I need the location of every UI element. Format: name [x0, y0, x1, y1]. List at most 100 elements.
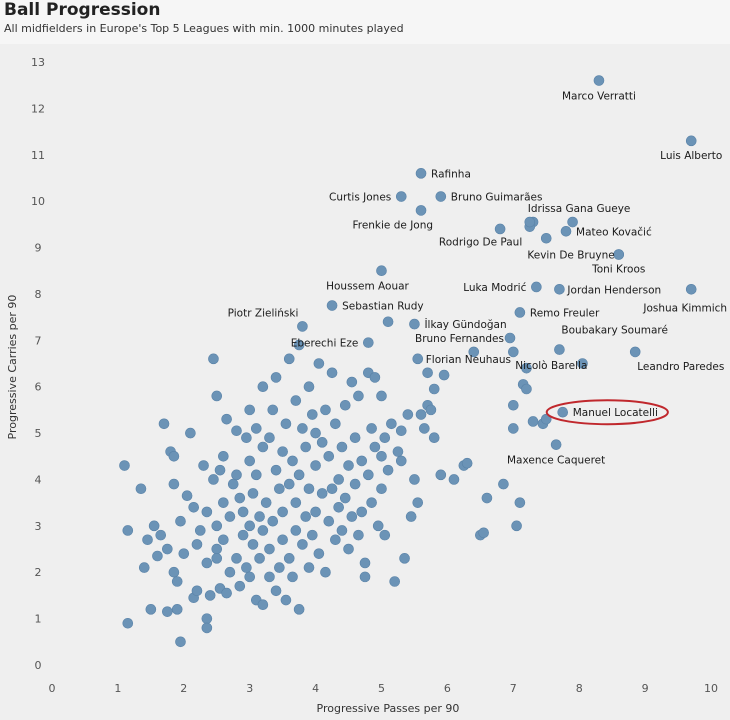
point-label: Luka Modrić [463, 282, 526, 294]
data-point [142, 534, 153, 546]
data-point [511, 520, 522, 532]
data-point [250, 423, 262, 434]
data-point [336, 525, 348, 536]
chart-subtitle: All midfielders in Europe's Top 5 League… [4, 22, 404, 35]
point-label: Eberechi Eze [291, 338, 359, 350]
data-point [247, 539, 259, 550]
data-point [395, 455, 407, 467]
y-tick-label: 2 [35, 566, 42, 579]
point-label: Bruno Fernandes [415, 333, 504, 345]
point-label: Kevin De Bruyne [527, 249, 614, 261]
data-point [280, 594, 292, 606]
data-point [241, 562, 252, 573]
data-point [402, 409, 414, 420]
data-point [330, 534, 341, 546]
highlight-ellipse [545, 399, 669, 426]
data-point [395, 425, 407, 437]
x-axis-label: Progressive Passes per 90 [317, 702, 460, 715]
data-point [168, 566, 180, 578]
data-point [234, 492, 246, 504]
y-axis-label: Progressive Carries per 90 [6, 295, 19, 440]
x-tick-label: 4 [312, 682, 319, 695]
y-tick-label: 7 [35, 334, 42, 347]
data-point [191, 539, 203, 550]
point-label: Frenkie de Jong [352, 219, 433, 231]
data-point [297, 539, 308, 550]
point-label: Curtis Jones [329, 192, 391, 204]
data-point [231, 425, 242, 437]
y-tick-label: 12 [31, 102, 45, 115]
y-tick-label: 9 [35, 242, 42, 255]
data-point [274, 562, 285, 573]
data-point [270, 464, 282, 476]
data-point [201, 506, 213, 518]
data-point [514, 307, 526, 318]
data-point [168, 478, 180, 490]
data-point [346, 511, 358, 522]
y-tick-label: 5 [35, 427, 42, 440]
data-point [339, 399, 351, 411]
y-tick-label: 3 [35, 520, 42, 533]
data-point [254, 511, 265, 522]
data-point [211, 543, 223, 555]
data-point [224, 566, 236, 578]
x-tick-label: 0 [49, 682, 56, 695]
x-tick-label: 5 [378, 682, 385, 695]
data-point [333, 501, 344, 513]
data-point [468, 346, 480, 358]
data-point [162, 543, 173, 555]
data-point [369, 372, 381, 383]
data-point [290, 395, 302, 406]
data-point [313, 548, 325, 559]
data-point [257, 599, 269, 611]
data-point [685, 135, 697, 147]
data-point [307, 529, 318, 541]
data-point [264, 571, 275, 583]
data-point [290, 497, 302, 508]
data-point [138, 562, 150, 573]
x-tick-label: 6 [444, 682, 451, 695]
data-point [264, 432, 275, 444]
data-point [155, 529, 167, 541]
data-point [425, 404, 437, 416]
x-tick-label: 8 [576, 682, 583, 695]
data-point [349, 478, 361, 490]
data-point [359, 557, 371, 569]
data-point [326, 300, 338, 311]
y-tick-label: 11 [31, 149, 45, 162]
data-point [162, 606, 173, 617]
data-point [382, 464, 394, 476]
point-label: Boubakary Soumaré [561, 325, 668, 337]
data-point [415, 409, 427, 420]
point-label: Sebastian Rudy [342, 301, 424, 313]
data-point [218, 534, 229, 546]
data-point [300, 511, 312, 522]
data-point [316, 437, 328, 448]
data-point [211, 520, 223, 532]
data-point [593, 75, 605, 86]
data-point [531, 281, 542, 293]
y-tick-label: 8 [35, 288, 42, 301]
data-point [231, 553, 242, 564]
y-tick-label: 1 [35, 613, 42, 626]
data-point [234, 580, 246, 592]
data-point [405, 511, 417, 522]
data-point [326, 483, 338, 495]
data-point [267, 404, 279, 416]
chart-title: Ball Progression [4, 0, 161, 20]
data-point [382, 316, 394, 328]
data-point [514, 497, 526, 508]
data-point [554, 344, 565, 355]
data-point [260, 497, 272, 508]
y-tick-label: 0 [35, 659, 42, 672]
data-point [494, 223, 506, 235]
data-point [481, 492, 493, 504]
data-point [307, 409, 318, 420]
data-point [359, 571, 371, 583]
data-point [270, 585, 282, 597]
data-point [412, 497, 424, 508]
data-point [339, 492, 351, 504]
data-point [399, 553, 410, 564]
data-point [218, 497, 229, 508]
